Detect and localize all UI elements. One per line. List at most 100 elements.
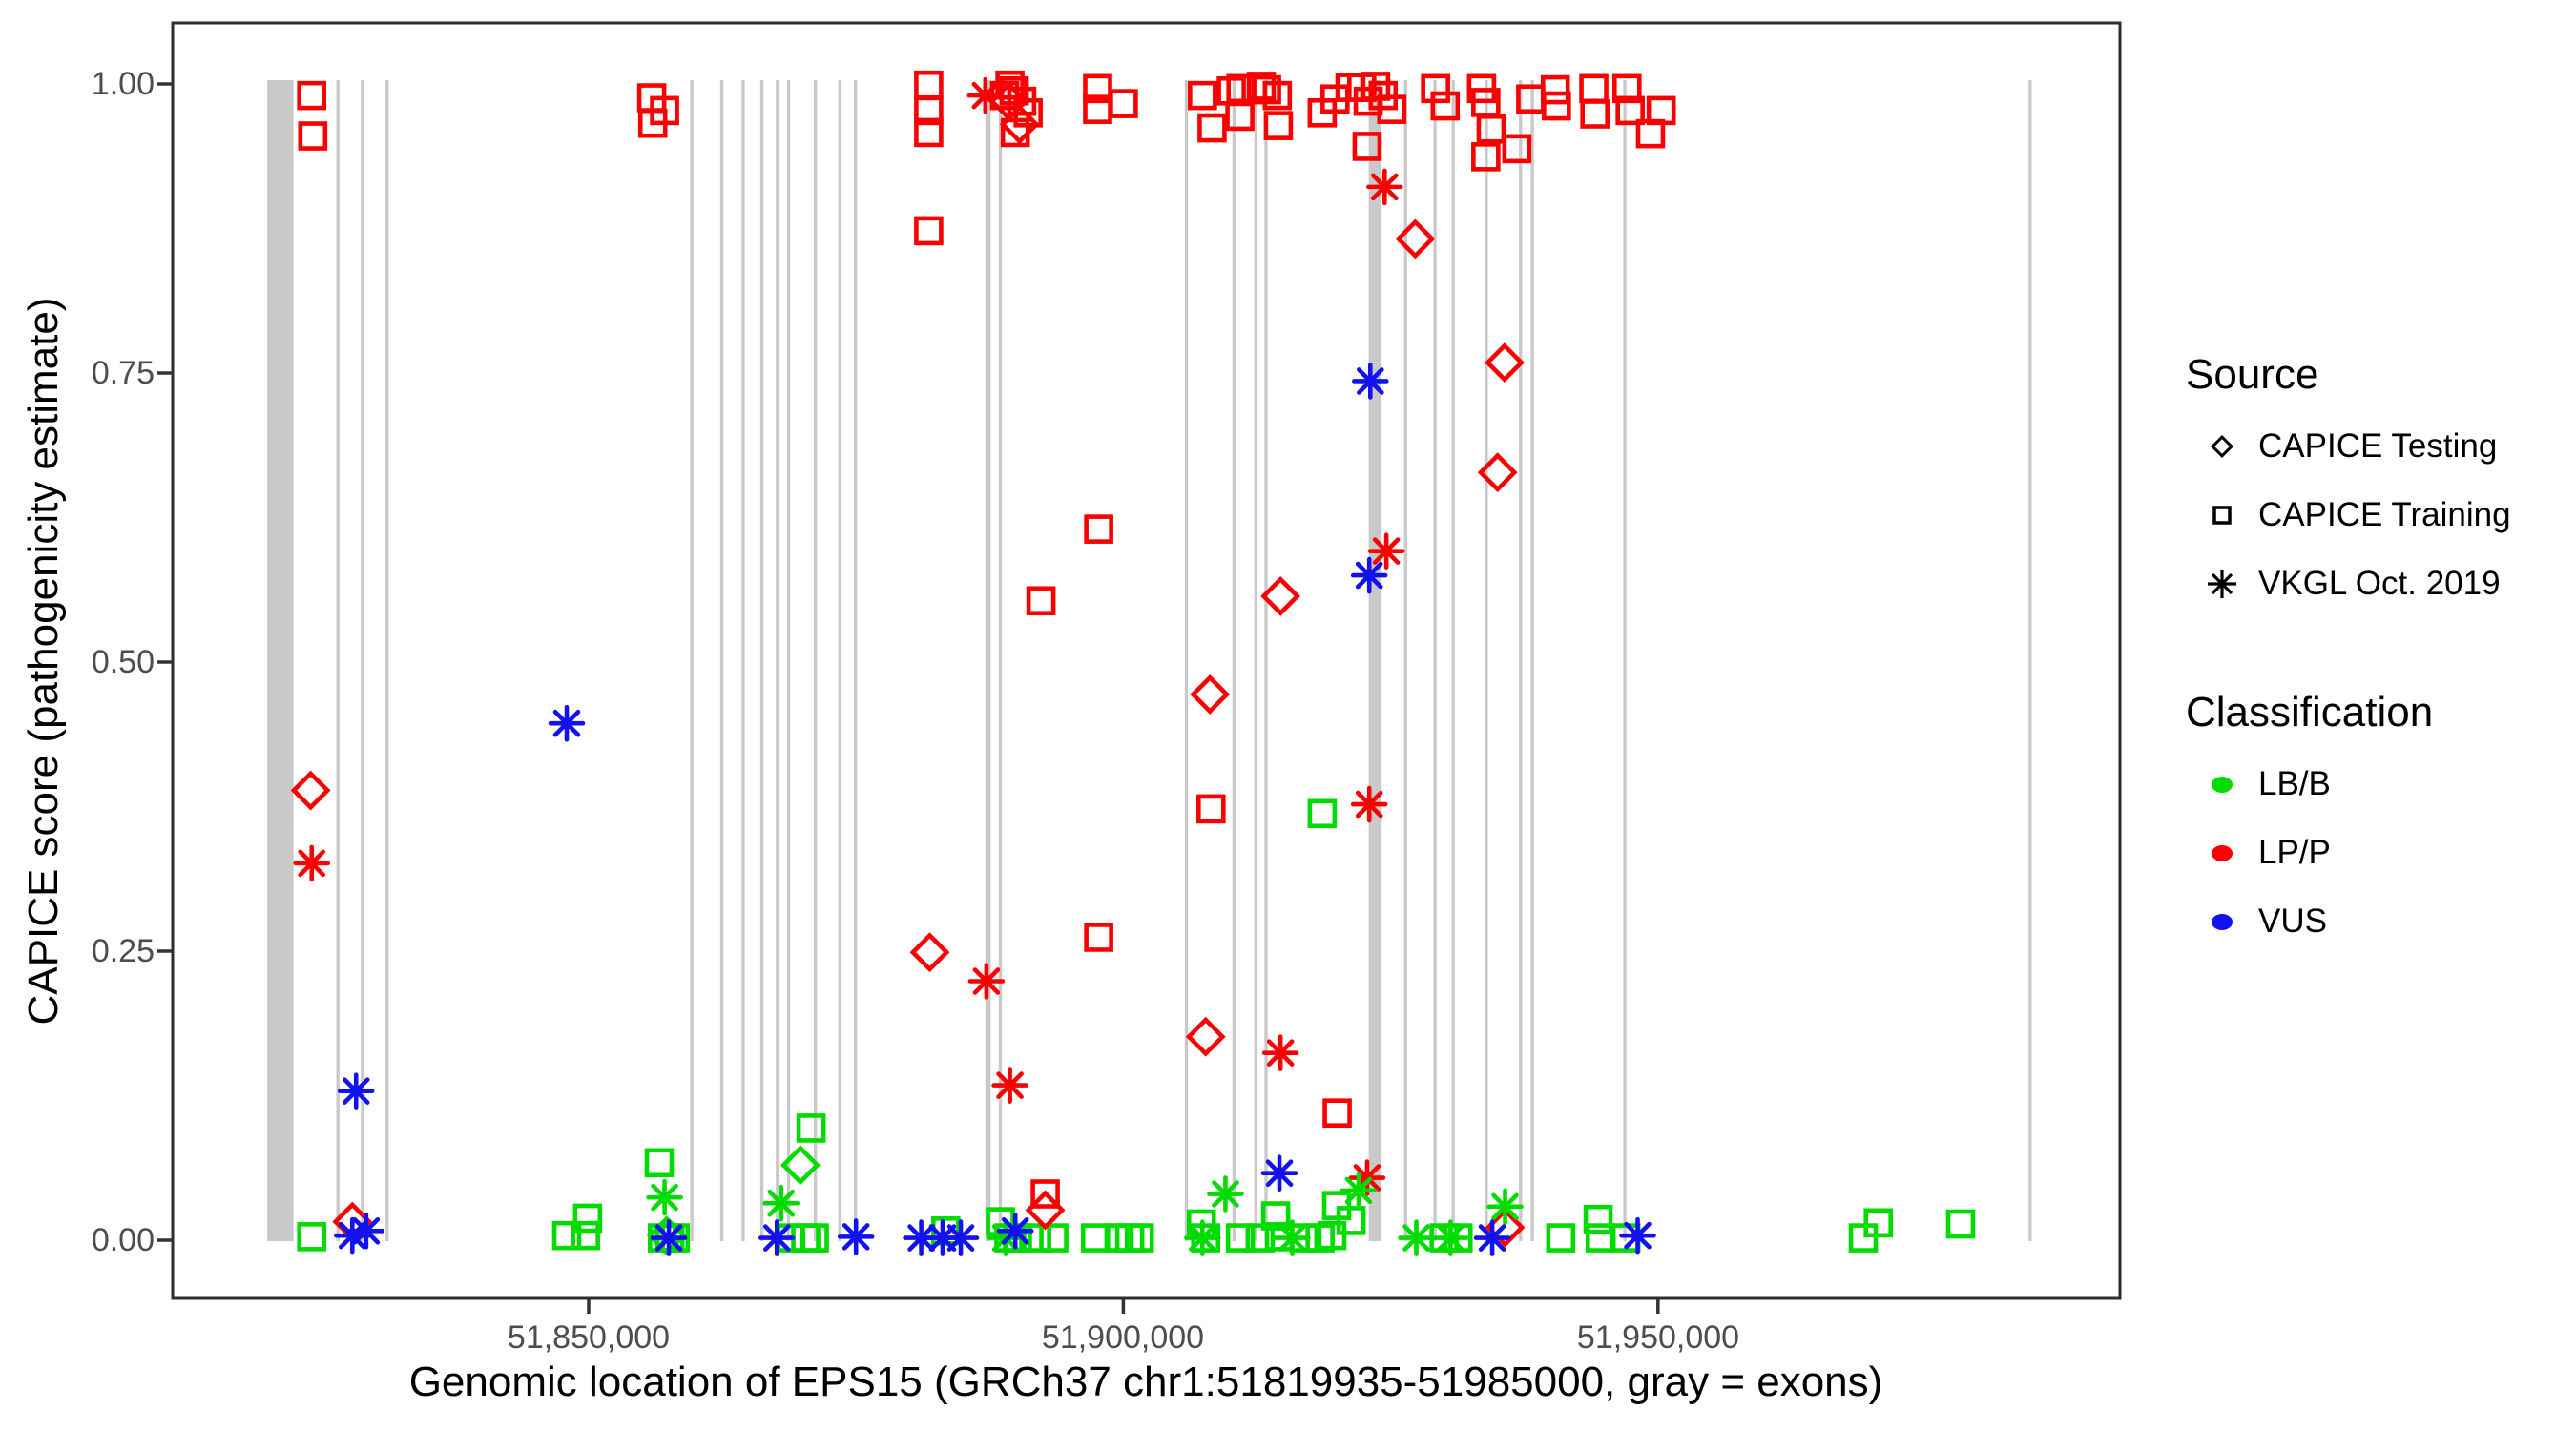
data-point-asterisk bbox=[1367, 532, 1405, 570]
legend-source: Source CAPICE Testing CAPICE Training VK… bbox=[2186, 351, 2567, 618]
exon-bar bbox=[1403, 80, 1407, 1241]
data-point-diamond bbox=[909, 932, 950, 973]
exon-bar bbox=[361, 80, 364, 1241]
exon-bar bbox=[1433, 80, 1437, 1241]
data-point-square bbox=[1542, 91, 1571, 121]
data-point-square bbox=[1260, 1201, 1291, 1231]
data-point-asterisk bbox=[1350, 556, 1388, 594]
data-point-asterisk bbox=[650, 1219, 688, 1256]
exon-bar bbox=[336, 80, 340, 1241]
exon-bar bbox=[998, 80, 1003, 1241]
data-point-asterisk bbox=[646, 1178, 683, 1216]
exon-bar bbox=[1451, 80, 1455, 1241]
data-point-square bbox=[1502, 134, 1532, 164]
data-point-square bbox=[1430, 91, 1461, 121]
data-point-asterisk bbox=[942, 1219, 980, 1256]
square-icon bbox=[2186, 496, 2258, 534]
data-point-diamond bbox=[999, 104, 1040, 145]
legend-item-capice-testing: CAPICE Testing bbox=[2186, 412, 2567, 481]
data-point-square bbox=[1030, 1179, 1060, 1209]
data-point-square bbox=[1317, 1220, 1347, 1251]
data-point-square bbox=[1945, 1209, 1976, 1239]
data-point-square bbox=[1262, 80, 1293, 111]
data-point-asterisk bbox=[1398, 1219, 1435, 1256]
exon-bar bbox=[1368, 80, 1382, 1241]
data-point-square bbox=[1196, 794, 1226, 824]
data-point-square bbox=[571, 1220, 600, 1251]
data-point-square bbox=[1307, 798, 1338, 829]
exon-bar bbox=[719, 80, 724, 1241]
data-point-diamond bbox=[1477, 452, 1518, 493]
data-point-square bbox=[1246, 72, 1277, 101]
data-point-asterisk bbox=[1350, 785, 1388, 823]
data-point-diamond bbox=[1025, 1190, 1066, 1231]
data-point-diamond bbox=[1485, 342, 1525, 384]
legend-classification: Classification LB/B LP/P VUS bbox=[2186, 689, 2567, 956]
y-tick-label-0.25: 0.25 bbox=[91, 933, 155, 969]
data-point-asterisk bbox=[1432, 1219, 1469, 1256]
data-point-square bbox=[1039, 1223, 1069, 1253]
data-point-square bbox=[1848, 1223, 1879, 1253]
exon-bar bbox=[1254, 80, 1258, 1241]
data-point-asterisk bbox=[1340, 1172, 1378, 1210]
exon-bar bbox=[1232, 80, 1236, 1241]
data-point-square bbox=[1225, 101, 1255, 132]
legend-source-title: Source bbox=[2186, 351, 2319, 398]
data-point-square bbox=[1263, 111, 1294, 140]
data-point-square bbox=[1546, 1223, 1576, 1253]
exon-bar bbox=[813, 80, 818, 1241]
legend-label-vus: VUS bbox=[2258, 902, 2327, 940]
data-point-square bbox=[1336, 1206, 1366, 1235]
exon-bar bbox=[741, 80, 745, 1241]
data-point-square bbox=[637, 108, 668, 138]
x-tick-label-51850000: 51,850,000 bbox=[507, 1319, 671, 1356]
exon-bar bbox=[1264, 80, 1268, 1241]
exon-bar bbox=[1519, 80, 1523, 1241]
exon-bar bbox=[1623, 80, 1627, 1241]
data-point-asterisk bbox=[1473, 1219, 1511, 1256]
y-axis-title: CAPICE score (pathogenicity estimate) bbox=[20, 297, 67, 1026]
x-tick-label-51900000: 51,900,000 bbox=[1041, 1319, 1205, 1356]
data-point-asterisk bbox=[1348, 1159, 1386, 1196]
exon-bar bbox=[1184, 80, 1189, 1241]
legend-label-capice-testing: CAPICE Testing bbox=[2258, 427, 2498, 465]
data-point-square bbox=[914, 216, 944, 246]
exon-bar bbox=[1530, 80, 1534, 1241]
data-point-square bbox=[1646, 95, 1676, 126]
lbb-dot-icon bbox=[2186, 776, 2258, 793]
data-point-square bbox=[914, 117, 944, 148]
data-point-square bbox=[1084, 923, 1113, 952]
data-point-square bbox=[1197, 113, 1227, 143]
data-point-square bbox=[1421, 73, 1450, 104]
data-point-square bbox=[1322, 1098, 1352, 1128]
data-point-square bbox=[551, 1220, 582, 1251]
data-point-asterisk bbox=[337, 1072, 375, 1110]
data-point-asterisk bbox=[762, 1184, 800, 1222]
data-point-square bbox=[1377, 94, 1407, 124]
data-point-square bbox=[1352, 132, 1382, 161]
legend-item-vkgl: VKGL Oct. 2019 bbox=[2186, 550, 2567, 618]
data-point-asterisk bbox=[1352, 363, 1389, 400]
data-point-square bbox=[914, 95, 944, 126]
data-point-asterisk bbox=[1207, 1175, 1244, 1213]
data-point-diamond bbox=[1260, 575, 1301, 616]
legend-label-lpp: LP/P bbox=[2258, 834, 2331, 871]
exon-bar bbox=[776, 80, 779, 1241]
legend-item-vus: VUS bbox=[2186, 887, 2567, 956]
data-point-square bbox=[1476, 114, 1506, 144]
data-point-square bbox=[572, 1203, 603, 1234]
x-axis-title: Genomic location of EPS15 (GRCh37 chr1:5… bbox=[408, 1358, 1883, 1405]
plot-panel bbox=[173, 23, 2120, 1298]
data-point-square bbox=[1583, 1204, 1613, 1234]
legend-classification-title: Classification bbox=[2186, 689, 2434, 736]
data-point-asterisk bbox=[333, 1216, 371, 1255]
data-point-asterisk bbox=[991, 1067, 1028, 1104]
legend-item-capice-training: CAPICE Training bbox=[2186, 481, 2567, 550]
data-point-square bbox=[1471, 142, 1501, 172]
data-point-square bbox=[1026, 586, 1056, 616]
data-point-diamond bbox=[1185, 1016, 1226, 1057]
data-point-square bbox=[297, 80, 327, 111]
data-point-asterisk bbox=[1619, 1216, 1656, 1255]
data-point-asterisk bbox=[347, 1213, 385, 1250]
